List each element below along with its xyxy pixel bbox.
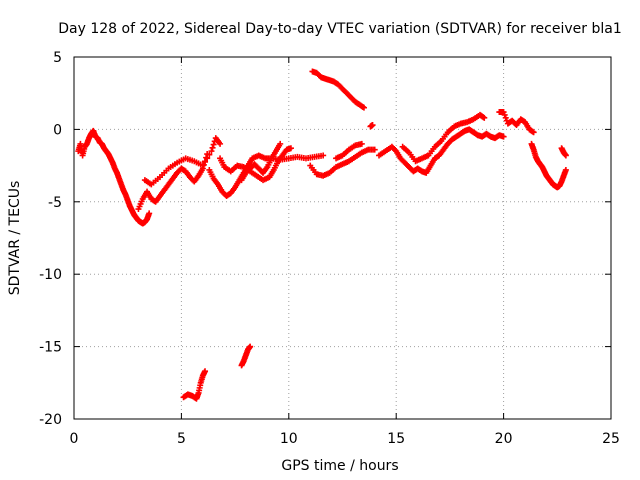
data-point [146, 210, 153, 217]
data-point [369, 122, 376, 129]
data-point [500, 133, 507, 140]
data-point-fill [501, 111, 508, 118]
data-points [75, 68, 569, 402]
data-point [530, 129, 537, 136]
x-tick-label: 25 [602, 431, 620, 447]
data-point [371, 146, 378, 153]
y-tick-label: 0 [53, 122, 62, 138]
data-point [360, 104, 367, 111]
data-point-fill [202, 158, 209, 165]
data-point [202, 368, 209, 375]
x-tick-label: 10 [280, 431, 298, 447]
plot-frame [73, 56, 612, 420]
data-point [562, 152, 569, 159]
data-point [199, 162, 206, 169]
data-point-fill [210, 141, 217, 148]
data-point [481, 114, 488, 121]
data-point-fill [204, 155, 211, 162]
y-tick-label: -10 [39, 267, 62, 283]
data-point-fill [209, 144, 216, 151]
x-tick-label: 20 [495, 431, 513, 447]
data-point [358, 140, 365, 147]
data-point-fill [502, 114, 509, 121]
grid [74, 57, 611, 419]
ticks: 0 5 10 15 20 25 5 0 -5 -10 -15 -20 [39, 50, 620, 447]
chart-title: Day 128 of 2022, Sidereal Day-to-day VTE… [58, 21, 621, 37]
data-point [500, 109, 507, 116]
x-tick-label: 5 [177, 431, 186, 447]
data-point [287, 145, 294, 152]
x-tick-label: 0 [70, 431, 79, 447]
x-axis-label: GPS time / hours [281, 458, 398, 474]
data-point [320, 152, 327, 159]
data-point [562, 166, 569, 173]
x-tick-label: 15 [387, 431, 405, 447]
data-point [247, 343, 254, 350]
y-axis-label: SDTVAR / TECUs [7, 181, 23, 296]
y-tick-label: -15 [39, 340, 62, 356]
data-point-fill [206, 151, 213, 158]
data-point [277, 140, 284, 147]
y-tick-label: -5 [48, 195, 62, 211]
y-tick-label: 5 [53, 50, 62, 66]
data-point [208, 148, 215, 155]
data-point [217, 140, 224, 147]
y-tick-label: -20 [39, 412, 62, 428]
